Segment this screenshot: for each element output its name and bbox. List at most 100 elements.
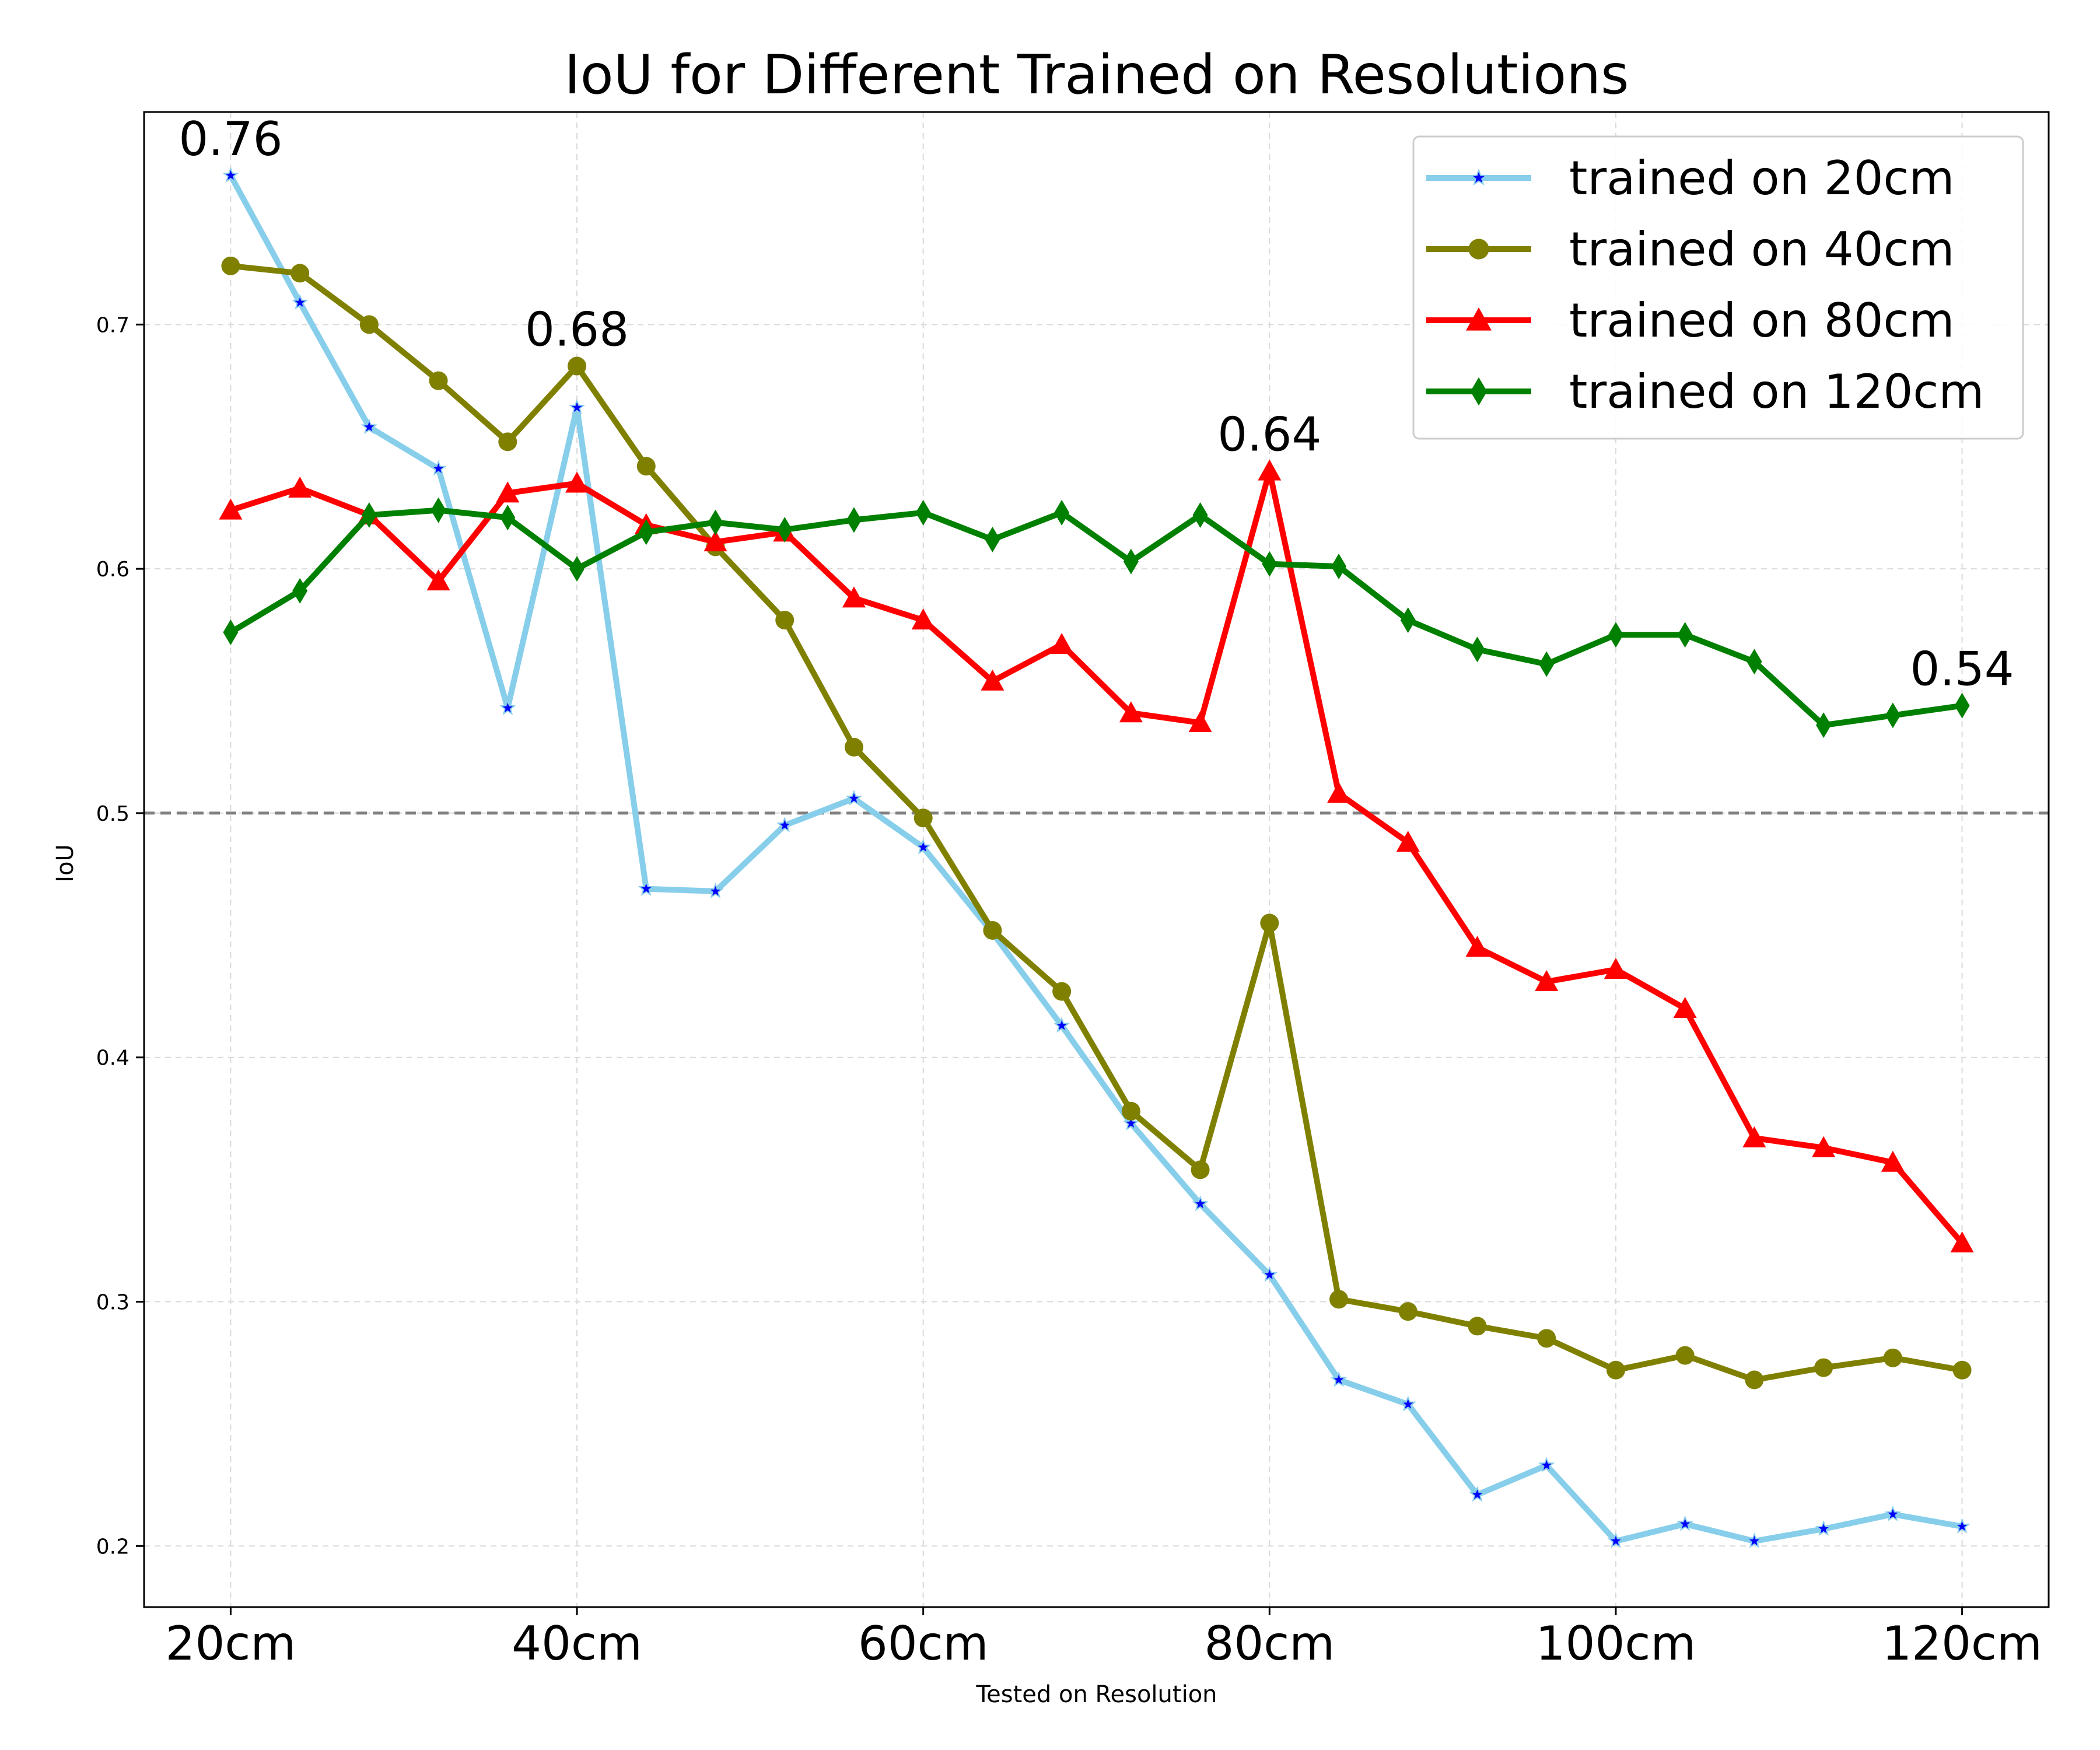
legend-swatch-marker (1468, 239, 1489, 260)
data-point (1608, 622, 1623, 648)
value-annotation: 0.76 (178, 112, 282, 166)
data-point (915, 838, 932, 855)
legend-label: trained on 40cm (1569, 222, 1954, 276)
data-point (1538, 1457, 1555, 1473)
series-trained-on-40cm (221, 256, 1972, 1390)
data-point (1327, 782, 1351, 803)
x-tick-label: 120cm (1882, 1616, 2042, 1671)
data-point (914, 808, 933, 828)
data-point (1050, 632, 1074, 654)
data-point (1746, 1532, 1763, 1548)
data-point (844, 737, 863, 757)
series-line (228, 174, 1963, 1544)
data-point (1330, 1371, 1348, 1387)
data-point (707, 882, 724, 899)
data-point (292, 578, 308, 604)
data-point (1399, 1395, 1416, 1412)
data-point (221, 256, 240, 275)
data-point (500, 505, 516, 531)
data-point (222, 166, 239, 183)
data-point (636, 457, 656, 476)
legend-item: trained on 40cm (1426, 222, 1954, 276)
legend-item: trained on 120cm (1426, 365, 1984, 419)
data-point (360, 418, 378, 435)
data-point (708, 509, 723, 536)
data-point (1816, 712, 1832, 738)
data-point (1745, 1370, 1764, 1390)
x-tick-label: 40cm (512, 1616, 642, 1671)
data-point (1885, 702, 1901, 729)
data-point (1746, 649, 1762, 675)
data-point (1884, 1506, 1902, 1521)
value-annotation: 0.64 (1217, 408, 1321, 462)
data-point (429, 371, 448, 390)
x-tick-label: 100cm (1536, 1616, 1696, 1671)
data-point (1192, 1195, 1209, 1212)
data-point (911, 608, 935, 630)
data-point (1535, 970, 1559, 991)
data-point (1742, 1126, 1766, 1147)
data-point (1676, 1515, 1693, 1531)
data-point (359, 315, 379, 334)
data-point (1606, 1360, 1625, 1380)
data-point (291, 293, 309, 310)
y-tick-label: 0.7 (96, 313, 130, 337)
data-point (1815, 1520, 1832, 1536)
series-lines (219, 166, 1974, 1548)
data-point (498, 432, 517, 452)
data-point (1188, 710, 1212, 732)
data-point (430, 497, 446, 523)
data-point (1260, 914, 1279, 933)
data-point (845, 789, 863, 806)
data-point (1053, 1017, 1070, 1033)
legend-label: trained on 80cm (1569, 293, 1954, 348)
data-point (288, 476, 312, 498)
legend-label: trained on 120cm (1569, 365, 1984, 419)
series-trained-on-80cm (219, 459, 1974, 1253)
data-point (638, 519, 654, 545)
series-trained-on-120cm (223, 497, 1970, 738)
data-point (1122, 1114, 1140, 1130)
y-axis-label: IoU (52, 844, 79, 883)
value-annotation: 0.54 (1910, 642, 2014, 696)
legend-frame (1412, 135, 2024, 440)
legend-label: trained on 20cm (1569, 151, 1954, 205)
data-point (1261, 1266, 1278, 1282)
data-point (569, 556, 585, 582)
data-point (1814, 1358, 1833, 1377)
data-point (568, 356, 587, 376)
data-point (290, 264, 310, 283)
data-point (1950, 1231, 1974, 1253)
chart-title: IoU for Different Trained on Resolutions (564, 43, 1629, 106)
data-point (1675, 1346, 1695, 1365)
data-point (430, 460, 447, 476)
series-line (230, 262, 1963, 1383)
data-point (1192, 502, 1208, 528)
data-point (1465, 936, 1489, 957)
data-point (1677, 622, 1693, 648)
data-point (985, 526, 1000, 552)
legend-swatch-marker (1470, 377, 1488, 406)
data-point (496, 481, 520, 503)
x-tick-label: 20cm (166, 1616, 296, 1671)
data-point (1883, 1348, 1902, 1367)
data-point (1258, 459, 1282, 481)
data-point (1673, 996, 1697, 1018)
data-point (1396, 831, 1420, 852)
data-point (1952, 1360, 1972, 1380)
data-point (499, 699, 516, 715)
legend-swatch-marker (1466, 307, 1492, 331)
data-point (775, 611, 794, 630)
data-point (1400, 607, 1416, 634)
y-tick-label: 0.4 (96, 1046, 130, 1070)
data-point (1119, 701, 1143, 723)
data-point (426, 569, 450, 591)
data-point (983, 921, 1002, 940)
data-point (223, 620, 239, 646)
annotations: 0.76 0.68 0.64 0.54 (178, 112, 2014, 696)
data-point (1607, 1532, 1625, 1548)
data-point (568, 398, 586, 415)
data-point (776, 817, 793, 832)
data-point (565, 471, 589, 493)
